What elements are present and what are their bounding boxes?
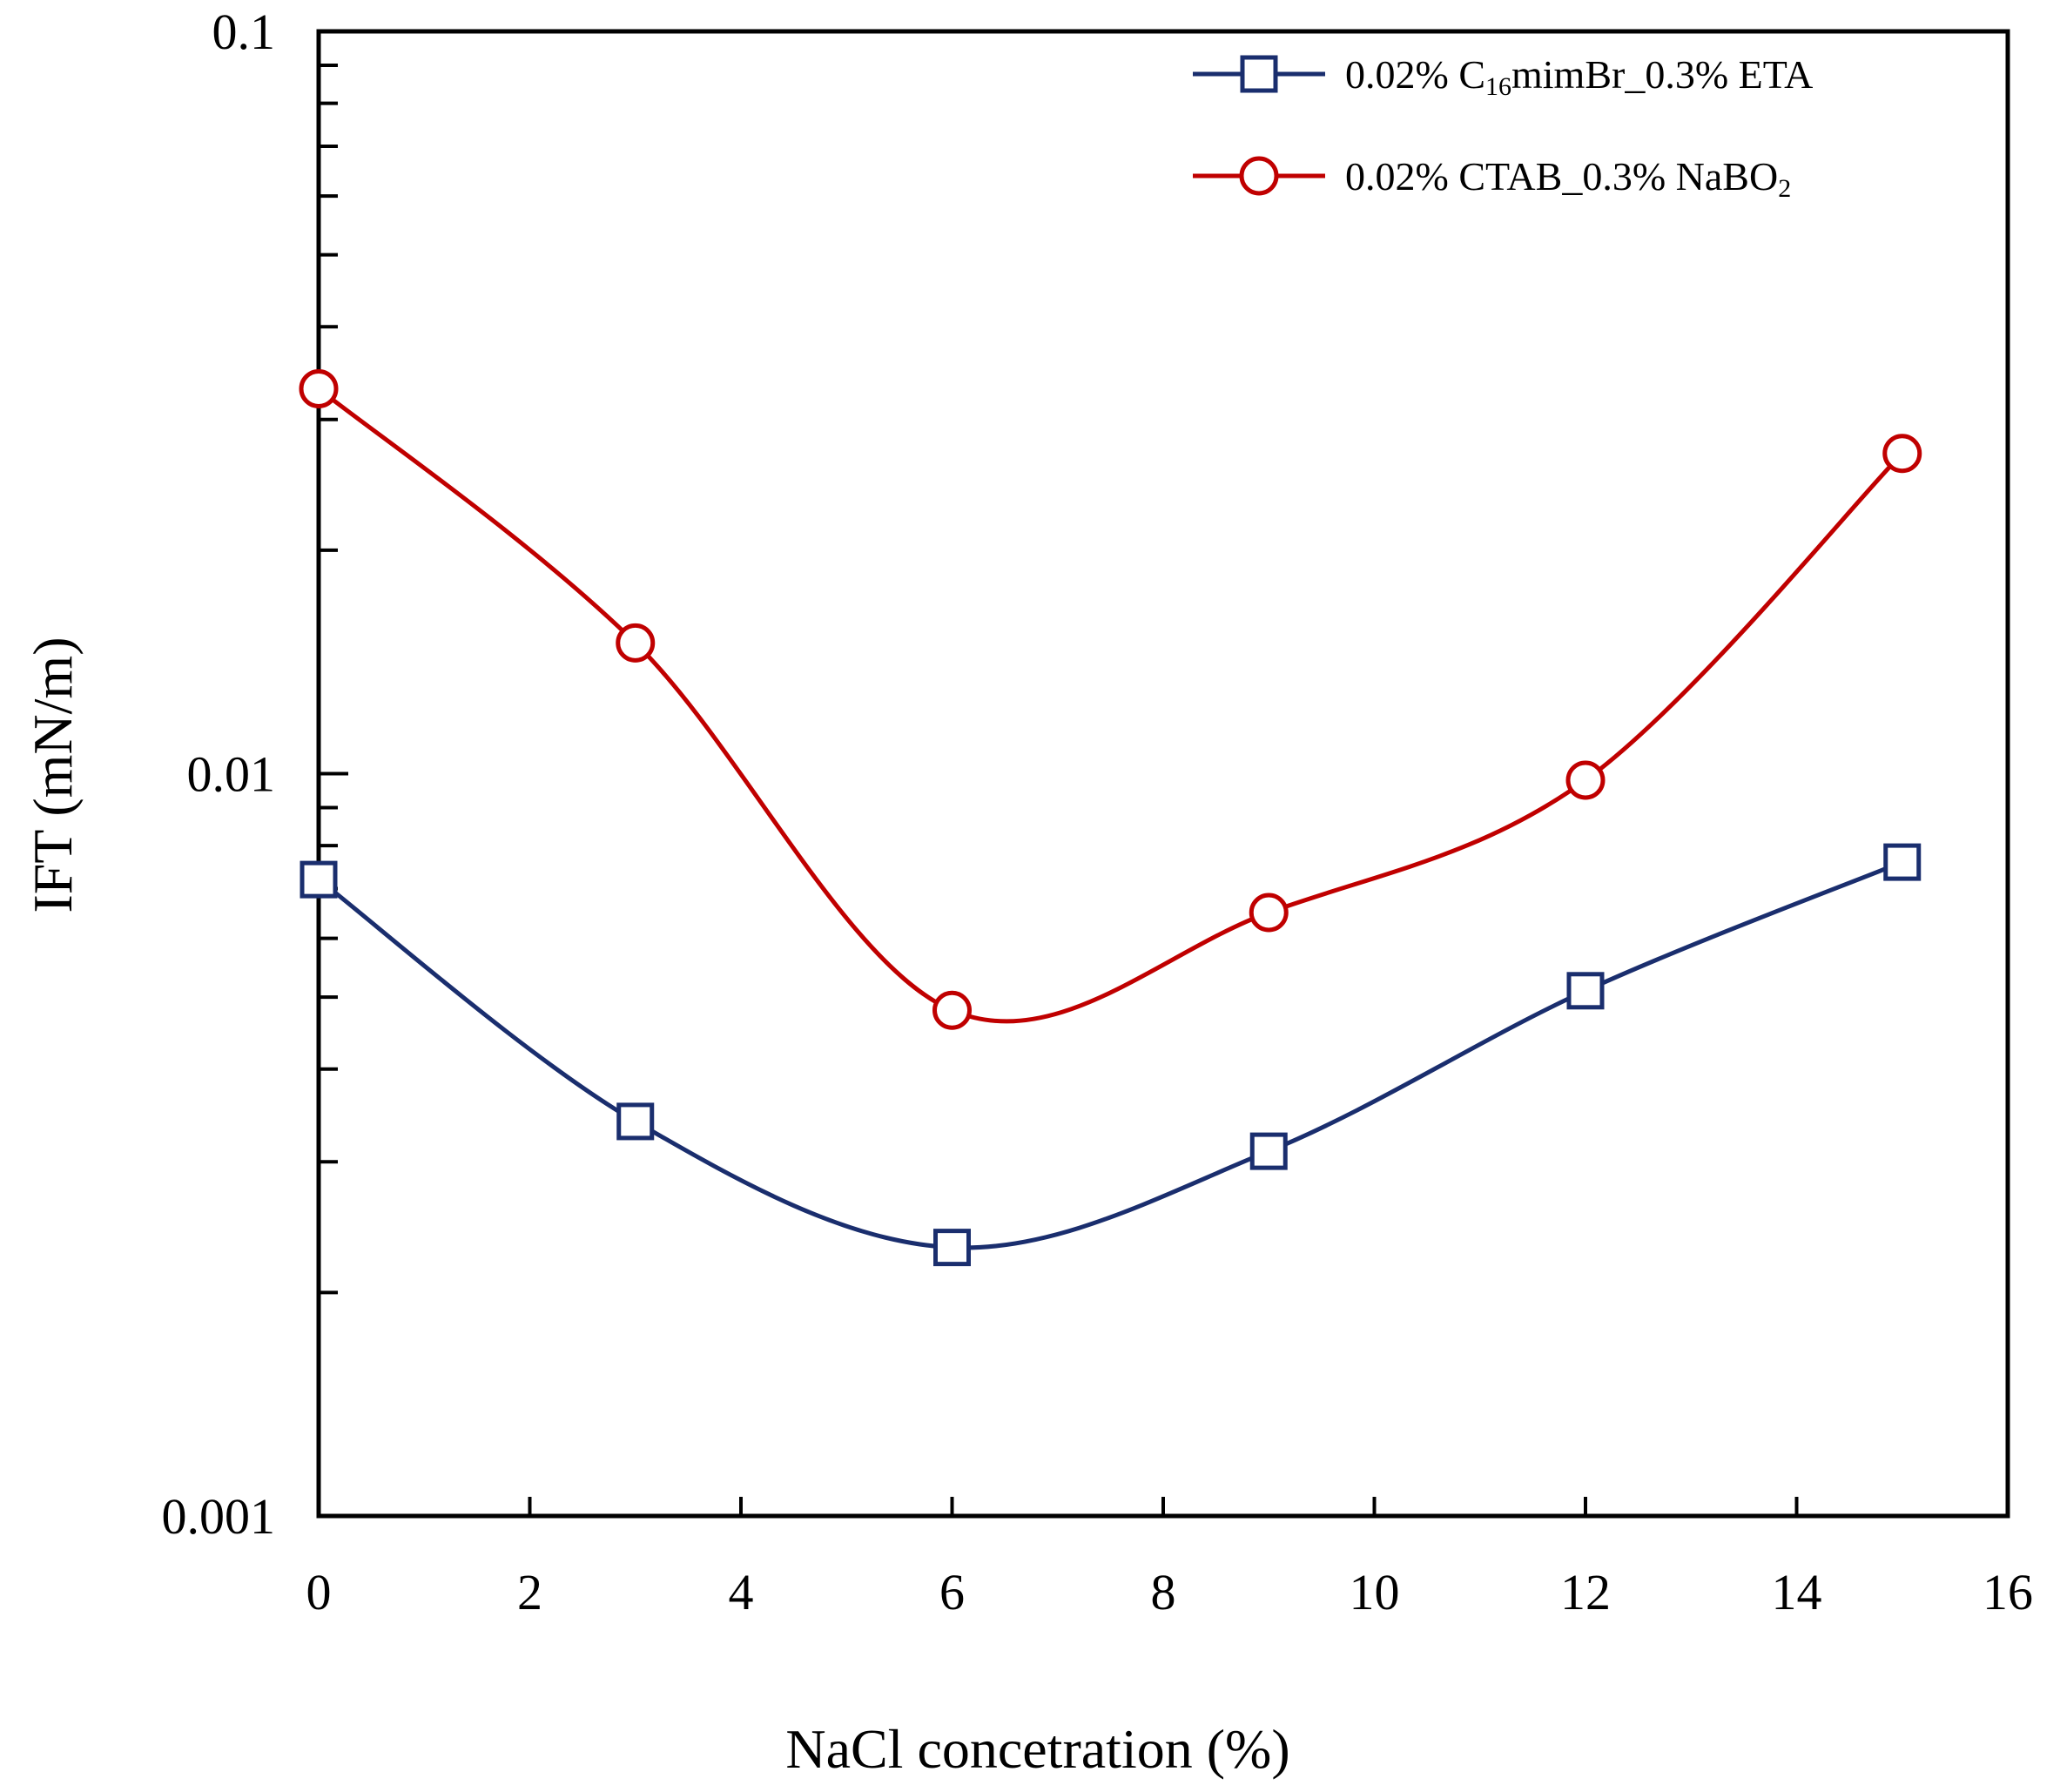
series-1 (300, 843, 1922, 1267)
x-tick-label: 12 (1560, 1564, 1611, 1620)
x-tick-label: 2 (517, 1564, 542, 1620)
x-tick-label: 16 (1983, 1564, 2033, 1620)
y-tick-label: 0.01 (187, 746, 276, 803)
x-tick-label: 6 (939, 1564, 965, 1620)
legend: 0.02% C16mimBr_0.3% ETA 0.02% CTAB_0.3% N… (1193, 52, 1813, 203)
legend-item-2: 0.02% CTAB_0.3% NaBO2 (1193, 154, 1791, 203)
data-point (1249, 893, 1289, 933)
x-tick-label: 4 (729, 1564, 754, 1620)
legend-label: 0.02% C16mimBr_0.3% ETA (1345, 52, 1813, 101)
y-tick-label: 0.1 (212, 3, 276, 60)
series-line (317, 859, 1903, 1250)
y-tick-label: 0.001 (162, 1488, 276, 1545)
data-point (1566, 972, 1605, 1010)
data-point (1249, 1132, 1288, 1170)
y-axis-title: IFT (mN/m) (22, 637, 84, 913)
data-point (616, 1102, 655, 1141)
data-point (932, 990, 972, 1030)
data-point (616, 623, 656, 663)
series-line (317, 387, 1904, 1024)
x-tick-label: 0 (306, 1564, 332, 1620)
series-layer (299, 368, 1922, 1267)
data-point (1883, 843, 1922, 881)
plot-area-frame (316, 29, 2010, 1519)
x-tick-label: 10 (1350, 1564, 1400, 1620)
data-point (1882, 434, 1922, 474)
y-axis-ticks: 0.001 0.01 0.1 (162, 3, 348, 1545)
legend-marker (1240, 55, 1278, 93)
x-axis-title: NaCl concetration (%) (785, 1718, 1289, 1780)
data-point (1565, 760, 1606, 800)
data-point (300, 860, 338, 899)
data-point (933, 1229, 971, 1267)
data-point (299, 368, 339, 408)
legend-item-1: 0.02% C16mimBr_0.3% ETA (1193, 52, 1813, 101)
legend-marker (1239, 156, 1279, 196)
series-2 (299, 368, 1922, 1030)
x-tick-label: 8 (1151, 1564, 1176, 1620)
x-axis-ticks: 0 2 4 6 8 10 12 14 16 (306, 1497, 2033, 1620)
legend-label: 0.02% CTAB_0.3% NaBO2 (1345, 154, 1791, 203)
x-tick-label: 14 (1772, 1564, 1822, 1620)
